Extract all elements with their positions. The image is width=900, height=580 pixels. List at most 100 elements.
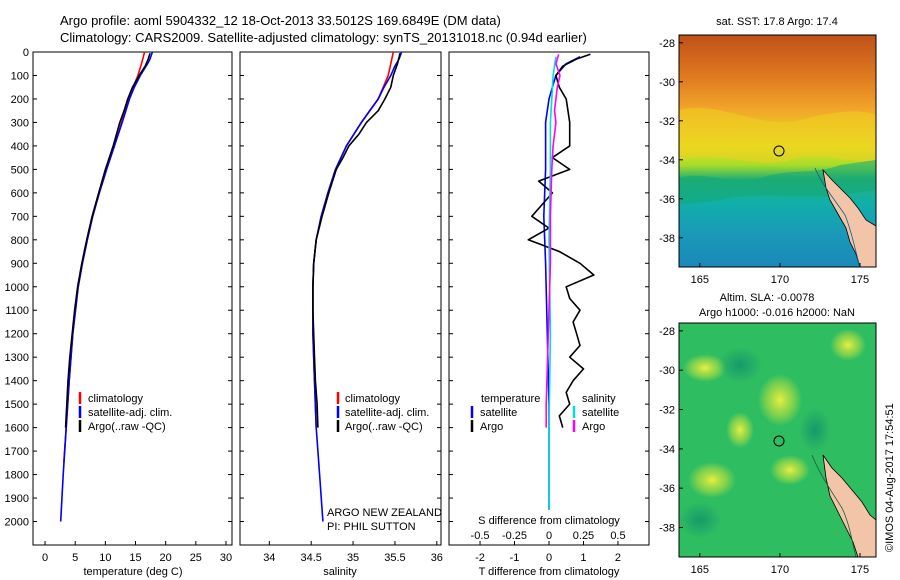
sla-map-ticks: 165 170 175 -28 -30 -32 -34 -36 -38 (659, 326, 869, 576)
legend-t-satellite-label: satellite (480, 407, 517, 419)
legend-satellite-label: satellite-adj. clim. (88, 407, 172, 419)
longitude-tick-label: 175 (851, 564, 869, 576)
sla-map-frame (678, 322, 877, 558)
x-tick-label: 30 (220, 552, 232, 564)
x-tick-label: 20 (160, 552, 172, 564)
s-difference-axis-label: S difference from climatology (478, 515, 620, 527)
axis-ticks: 0 5 10 15 20 25 300100200300400500600700800900… (5, 47, 649, 564)
series-line-climatology (312, 51, 395, 428)
legend-climatology-label: climatology (88, 393, 144, 405)
x-tick-label: 1 (580, 552, 586, 564)
latitude-tick-label: -36 (659, 194, 675, 206)
legend-salinity-header: salinity (582, 393, 616, 405)
depth-tick-label: 1600 (5, 423, 29, 435)
longitude-tick-label: 165 (691, 564, 709, 576)
series-line-satellite-adj-clim- (312, 51, 403, 522)
latitude-tick-label: -34 (659, 444, 675, 456)
difference-legend: temperature salinity satellite Argo sate… (470, 393, 619, 433)
latitude-tick-label: -32 (659, 405, 675, 417)
legend-temperature-header: temperature (481, 393, 540, 405)
sla-map (679, 323, 876, 557)
depth-tick-label: 1000 (5, 282, 29, 294)
s-diff-tick-label: 0.5 (610, 530, 625, 542)
x-tick-label: -2 (475, 552, 485, 564)
depth-tick-label: 800 (11, 235, 29, 247)
depth-tick-label: 0 (23, 47, 29, 59)
sst-argo-marker (773, 145, 785, 157)
x-tick-label: 0 (42, 552, 48, 564)
depth-tick-label: 500 (11, 164, 29, 176)
latitude-tick-label: -32 (659, 116, 675, 128)
temperature-axis-label: temperature (deg C) (83, 566, 182, 578)
sst-map (679, 35, 876, 267)
figure-title-line2: Climatology: CARS2009. Satellite-adjuste… (60, 30, 587, 45)
latitude-tick-label: -28 (659, 326, 675, 338)
latitude-tick-label: -30 (659, 77, 675, 89)
legend-t-argo-label: Argo (480, 421, 503, 433)
latitude-tick-label: -30 (659, 365, 675, 377)
series-line-salinity-argo (545, 54, 561, 428)
sst-map-ticks: 165 170 175 -28 -30 -32 -34 -36 -38 (659, 38, 869, 286)
depth-tick-label: 1700 (5, 446, 29, 458)
credit-stamp: ©IMOS 04-Aug-2017 17:54:51 (884, 403, 896, 552)
x-tick-label: 15 (129, 552, 141, 564)
latitude-tick-label: -28 (659, 38, 675, 50)
depth-tick-label: 400 (11, 141, 29, 153)
shelf-contour (811, 454, 857, 557)
sla-map-title-line2: Argo h1000: -0.016 h2000: NaN (699, 307, 855, 319)
series-line-salinity-satellite (548, 56, 557, 510)
sla-low-a (718, 347, 762, 383)
series-line-argo-raw-qc- (312, 53, 401, 428)
depth-tick-label: 900 (11, 258, 29, 270)
longitude-tick-label: 170 (771, 564, 789, 576)
sla-high-d (688, 462, 736, 498)
longitude-tick-label: 170 (771, 274, 789, 286)
new-zealand-land (822, 454, 876, 557)
depth-tick-label: 1900 (5, 493, 29, 505)
depth-tick-label: 1800 (5, 470, 29, 482)
latitude-tick-label: -38 (659, 523, 675, 535)
sla-high-c (830, 329, 866, 361)
t-difference-axis-label: T difference from climatology (479, 566, 620, 578)
latitude-tick-label: -36 (659, 483, 675, 495)
x-tick-label: 34.5 (300, 552, 321, 564)
depth-tick-label: 200 (11, 94, 29, 106)
sla-map-title-line1: Altim. SLA: -0.0078 (720, 292, 815, 304)
latitude-tick-label: -34 (659, 155, 675, 167)
sla-high-e (770, 455, 810, 485)
sst-map-title: sat. SST: 17.8 Argo: 17.4 (716, 16, 838, 28)
legend-s-satellite-label: satellite (582, 407, 619, 419)
temperature-legend: climatology satellite-adj. clim. Argo(..… (78, 392, 172, 433)
sst-map-frame (678, 34, 877, 268)
x-tick-label: 34 (263, 552, 275, 564)
depth-tick-label: 1100 (5, 305, 29, 317)
depth-tick-label: 700 (11, 211, 29, 223)
x-tick-label: -1 (510, 552, 520, 564)
sla-high-f (726, 412, 754, 448)
legend-argo-label: Argo(..raw -QC) (345, 421, 423, 433)
series-line-argo-raw-qc- (64, 52, 151, 428)
profile-lines (59, 51, 595, 522)
temperature-plot-frame (32, 51, 233, 546)
series-line-temperature-satellite (542, 55, 581, 510)
sla-high-b (683, 354, 727, 382)
series-line-temperature-argo (527, 53, 595, 428)
x-tick-label: 2 (615, 552, 621, 564)
depth-tick-label: 1400 (5, 376, 29, 388)
salinity-legend: climatology satellite-adj. clim. Argo(..… (336, 392, 429, 433)
depth-tick-label: 600 (11, 188, 29, 200)
sla-argo-marker (773, 435, 785, 447)
x-tick-label: 5 (72, 552, 78, 564)
x-tick-label: 36 (431, 552, 443, 564)
depth-tick-label: 1200 (5, 329, 29, 341)
sst-front (679, 160, 876, 205)
depth-tick-label: 1300 (5, 352, 29, 364)
figure-title-line1: Argo profile: aoml 5904332_12 18-Oct-201… (60, 13, 501, 28)
legend-s-argo-label: Argo (582, 421, 605, 433)
latitude-tick-label: -38 (659, 233, 675, 245)
sla-high-a (758, 374, 802, 426)
longitude-tick-label: 175 (851, 274, 869, 286)
x-tick-label: 35 (347, 552, 359, 564)
salinity-axis-label: salinity (323, 566, 357, 578)
